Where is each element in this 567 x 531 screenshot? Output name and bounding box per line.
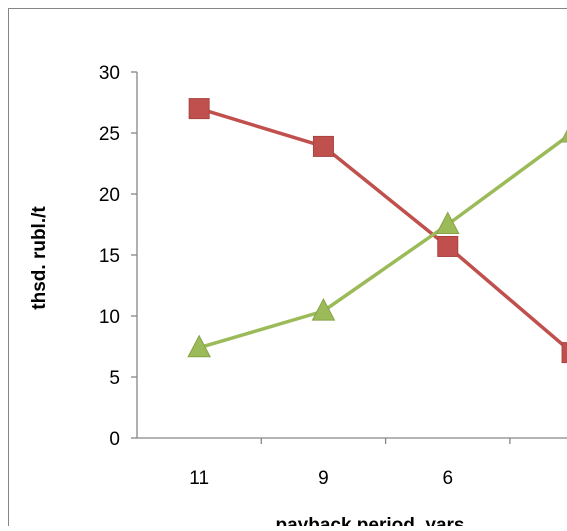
data-point-square	[562, 343, 567, 363]
y-tick-label: 25	[99, 124, 120, 145]
y-tick-label: 5	[109, 368, 120, 389]
y-tick-label: 10	[99, 307, 120, 328]
y-tick-label: 20	[99, 185, 120, 206]
y-tick-label: 30	[99, 63, 120, 84]
x-axis-label: payback period, yars	[275, 515, 464, 526]
x-tick-label: 9	[318, 468, 329, 489]
chart-frame	[9, 9, 567, 527]
x-tick-label: 6	[442, 468, 453, 489]
data-point-square	[189, 99, 209, 119]
data-point-square	[313, 136, 333, 156]
y-axis-label: thsd. rubl./t	[29, 206, 50, 310]
y-tick-label: 0	[109, 429, 120, 450]
y-tick-label: 15	[99, 246, 120, 267]
data-point-square	[438, 236, 458, 256]
x-tick-label: 11	[189, 468, 209, 489]
